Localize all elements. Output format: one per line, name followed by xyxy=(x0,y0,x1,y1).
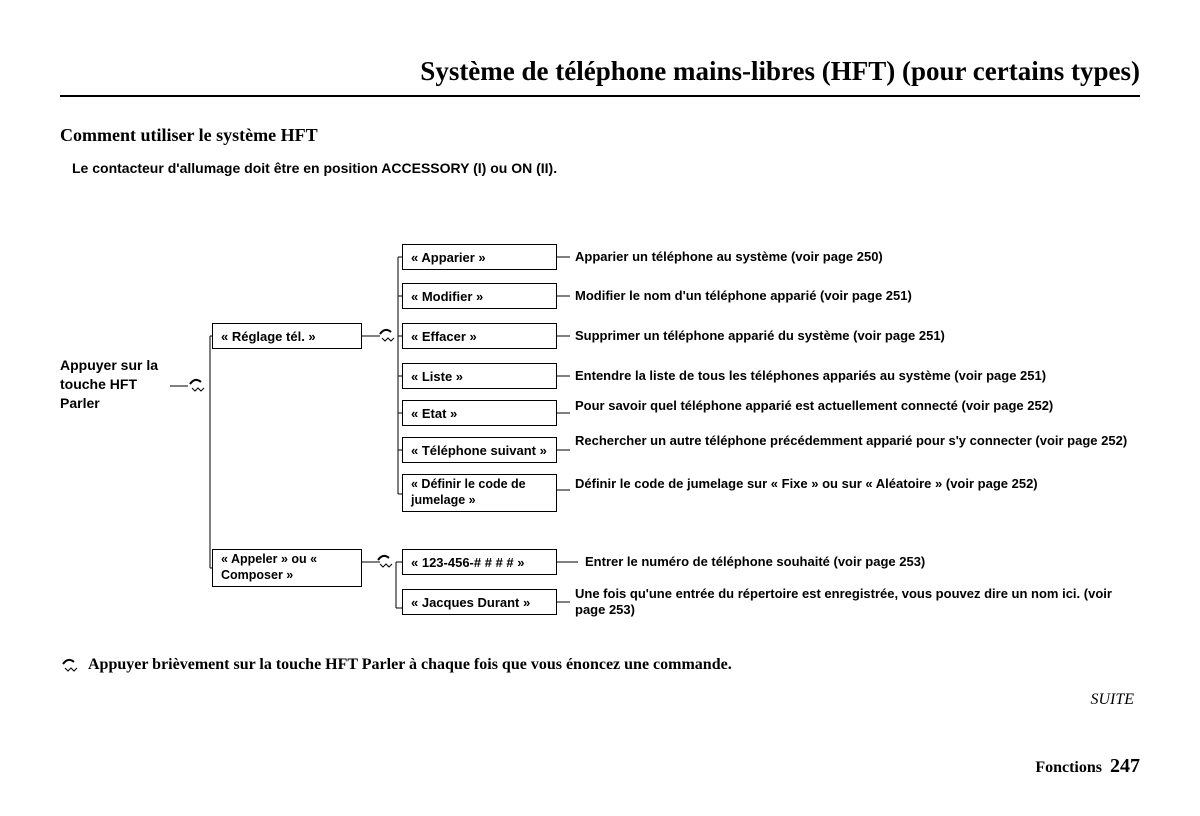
box-jacques: « Jacques Durant » xyxy=(402,589,557,615)
desc-code-jumelage: Définir le code de jumelage sur « Fixe »… xyxy=(575,476,1135,492)
box-numero: « 123-456-# # # # » xyxy=(402,549,557,575)
desc-liste: Entendre la liste de tous les téléphones… xyxy=(575,368,1046,384)
box-appeler-composer: « Appeler » ou « Composer » xyxy=(212,549,362,587)
suite-label: SUITE xyxy=(60,691,1134,709)
talk-icon xyxy=(377,326,399,349)
instruction-text: Le contacteur d'allumage doit être en po… xyxy=(72,160,1140,176)
desc-jacques: Une fois qu'une entrée du répertoire est… xyxy=(575,586,1140,619)
page-footer: Fonctions 247 xyxy=(1035,755,1140,778)
desc-tel-suivant: Rechercher un autre téléphone précédemme… xyxy=(575,433,1135,449)
box-code-jumelage: « Définir le code de jumelage » xyxy=(402,474,557,512)
footer-section: Fonctions xyxy=(1035,759,1102,776)
box-reglage-tel: « Réglage tél. » xyxy=(212,323,362,349)
box-modifier: « Modifier » xyxy=(402,283,557,309)
footer-page-number: 247 xyxy=(1110,755,1140,777)
box-effacer: « Effacer » xyxy=(402,323,557,349)
desc-etat: Pour savoir quel téléphone apparié est a… xyxy=(575,398,1135,414)
box-liste: « Liste » xyxy=(402,363,557,389)
box-apparier: « Apparier » xyxy=(402,244,557,270)
talk-icon xyxy=(375,552,397,575)
footnote-text: Appuyer brièvement sur la touche HFT Par… xyxy=(88,656,732,674)
desc-effacer: Supprimer un téléphone apparié du systèm… xyxy=(575,328,945,344)
box-tel-suivant: « Téléphone suivant » xyxy=(402,437,557,463)
talk-icon xyxy=(60,656,82,679)
page-title: Système de téléphone mains-libres (HFT) … xyxy=(60,56,1140,97)
box-etat: « Etat » xyxy=(402,400,557,426)
hft-command-diagram: Appuyer sur la touche HFT Parler « Régla… xyxy=(60,226,1140,656)
desc-apparier: Apparier un téléphone au système (voir p… xyxy=(575,249,883,265)
root-label: Appuyer sur la touche HFT Parler xyxy=(60,356,170,413)
section-subtitle: Comment utiliser le système HFT xyxy=(60,125,1140,146)
desc-modifier: Modifier le nom d'un téléphone apparié (… xyxy=(575,288,912,304)
talk-icon xyxy=(187,376,209,399)
desc-numero: Entrer le numéro de téléphone souhaité (… xyxy=(585,554,925,570)
